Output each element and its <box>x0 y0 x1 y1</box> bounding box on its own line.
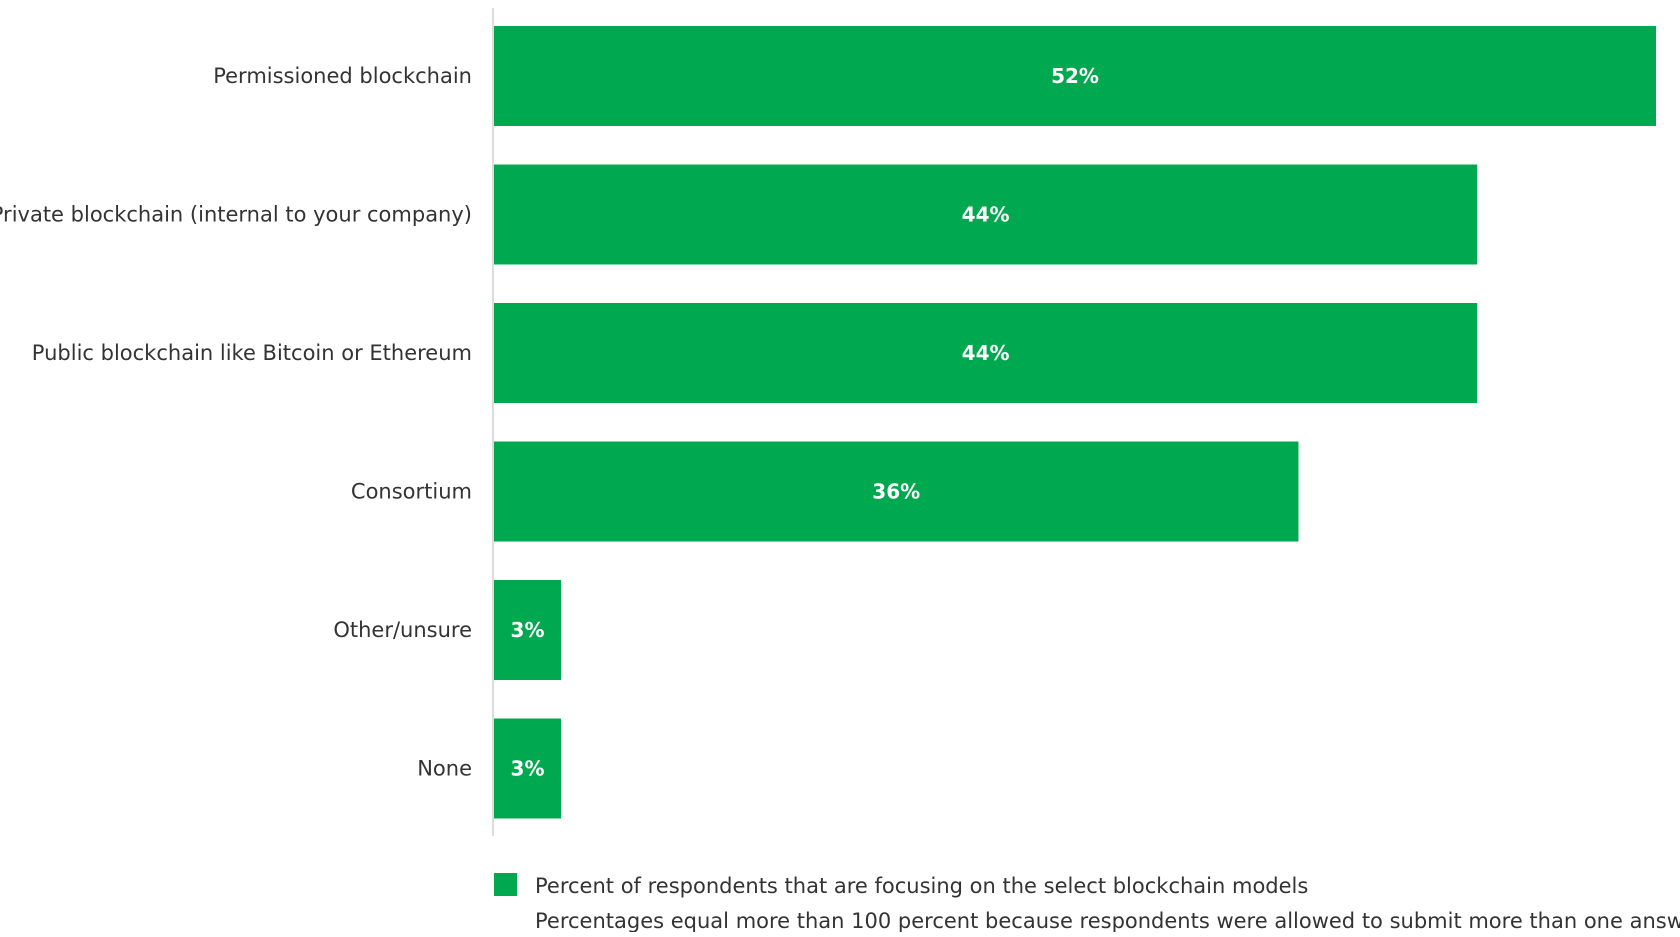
data-label-private-blockchain-internal-to-your-company: 44% <box>962 203 1010 227</box>
bar-permissioned-blockchain <box>494 26 1656 126</box>
category-label-consortium: Consortium <box>351 480 472 504</box>
data-label-none: 3% <box>511 757 545 781</box>
legend-series-label: Percent of respondents that are focusing… <box>535 874 1308 898</box>
data-label-consortium: 36% <box>872 480 920 504</box>
data-label-public-blockchain-like-bitcoin-or-ethereum: 44% <box>962 341 1010 365</box>
bar-other-unsure <box>494 580 562 680</box>
bar-private-blockchain-internal-to-your-company <box>494 164 1478 265</box>
legend: Percent of respondents that are focusing… <box>494 873 1680 933</box>
footnote: Percentages equal more than 100 percent … <box>535 909 1680 932</box>
data-label-permissioned-blockchain: 52% <box>1051 64 1099 88</box>
category-label-none: None <box>417 757 472 781</box>
data-label-other-unsure: 3% <box>511 618 545 642</box>
bar-public-blockchain-like-bitcoin-or-ethereum <box>494 303 1478 403</box>
legend-swatch <box>494 873 517 896</box>
bar-none <box>494 718 562 819</box>
bar-consortium <box>494 441 1299 542</box>
category-label-permissioned-blockchain: Permissioned blockchain <box>213 64 472 88</box>
category-label-private-blockchain-internal-to-your-company: Private blockchain (internal to your com… <box>0 203 472 227</box>
category-label-other-unsure: Other/unsure <box>333 618 472 642</box>
bars-group: Permissioned blockchain 52% Private blockc… <box>0 26 1656 819</box>
category-label-public-blockchain-like-bitcoin-or-ethereum: Public blockchain like Bitcoin or Ethere… <box>32 341 472 365</box>
